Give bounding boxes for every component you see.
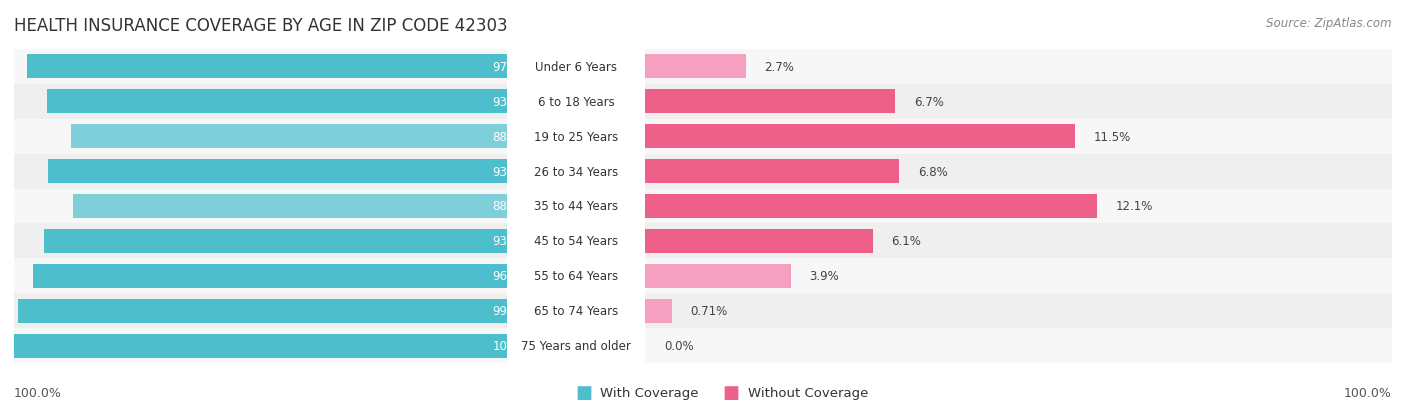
Bar xyxy=(27,55,508,79)
Text: 26 to 34 Years: 26 to 34 Years xyxy=(534,165,619,178)
Text: 3.9%: 3.9% xyxy=(810,270,839,283)
Bar xyxy=(14,50,508,84)
Bar xyxy=(14,84,508,119)
Bar xyxy=(14,189,508,224)
Text: HEALTH INSURANCE COVERAGE BY AGE IN ZIP CODE 42303: HEALTH INSURANCE COVERAGE BY AGE IN ZIP … xyxy=(14,17,508,34)
Text: 11.5%: 11.5% xyxy=(1094,130,1130,143)
Text: 55 to 64 Years: 55 to 64 Years xyxy=(534,270,619,283)
Bar xyxy=(645,160,898,183)
Bar xyxy=(14,329,508,363)
Bar xyxy=(48,90,508,114)
Text: 93.3%: 93.3% xyxy=(492,95,530,108)
Text: ■: ■ xyxy=(723,383,740,401)
Text: Under 6 Years: Under 6 Years xyxy=(536,61,617,74)
Bar xyxy=(44,230,508,253)
Text: 88.5%: 88.5% xyxy=(492,130,530,143)
Bar xyxy=(14,294,508,329)
Bar xyxy=(17,299,508,323)
Text: 100.0%: 100.0% xyxy=(492,339,537,352)
Bar xyxy=(645,125,1074,149)
Bar xyxy=(14,154,508,189)
Bar xyxy=(645,329,1406,363)
Bar xyxy=(645,50,1406,84)
Bar xyxy=(645,189,1406,224)
Bar xyxy=(48,160,508,183)
Bar xyxy=(645,55,747,79)
Bar xyxy=(645,90,896,114)
Text: 6.7%: 6.7% xyxy=(914,95,943,108)
Bar xyxy=(14,224,508,259)
Bar xyxy=(645,224,1406,259)
Text: 6.8%: 6.8% xyxy=(918,165,948,178)
Text: 12.1%: 12.1% xyxy=(1115,200,1153,213)
Bar xyxy=(14,334,508,358)
Text: Source: ZipAtlas.com: Source: ZipAtlas.com xyxy=(1267,17,1392,29)
Text: 19 to 25 Years: 19 to 25 Years xyxy=(534,130,619,143)
Text: ■: ■ xyxy=(575,383,592,401)
Text: 6.1%: 6.1% xyxy=(891,235,921,248)
Text: 75 Years and older: 75 Years and older xyxy=(522,339,631,352)
Text: 93.2%: 93.2% xyxy=(492,165,530,178)
Bar xyxy=(14,259,508,294)
Bar xyxy=(645,154,1406,189)
Bar xyxy=(73,195,508,218)
Bar xyxy=(34,264,508,288)
Text: 93.9%: 93.9% xyxy=(492,235,530,248)
Text: 6 to 18 Years: 6 to 18 Years xyxy=(538,95,614,108)
Text: Without Coverage: Without Coverage xyxy=(748,386,869,399)
Bar xyxy=(645,259,1406,294)
Text: 88.0%: 88.0% xyxy=(492,200,530,213)
Text: With Coverage: With Coverage xyxy=(600,386,699,399)
Bar xyxy=(14,119,508,154)
Text: 99.3%: 99.3% xyxy=(492,305,530,318)
Text: 0.71%: 0.71% xyxy=(690,305,727,318)
Bar xyxy=(645,195,1097,218)
Bar xyxy=(645,264,790,288)
Bar xyxy=(645,230,873,253)
Bar xyxy=(645,294,1406,329)
Bar xyxy=(645,119,1406,154)
Bar xyxy=(70,125,508,149)
Text: 35 to 44 Years: 35 to 44 Years xyxy=(534,200,619,213)
Text: 0.0%: 0.0% xyxy=(664,339,693,352)
Text: 97.3%: 97.3% xyxy=(492,61,530,74)
Text: 100.0%: 100.0% xyxy=(1344,386,1392,399)
Text: 2.7%: 2.7% xyxy=(765,61,794,74)
Text: 100.0%: 100.0% xyxy=(14,386,62,399)
Text: 65 to 74 Years: 65 to 74 Years xyxy=(534,305,619,318)
Bar xyxy=(645,299,672,323)
Bar xyxy=(645,84,1406,119)
Text: 96.1%: 96.1% xyxy=(492,270,530,283)
Text: 45 to 54 Years: 45 to 54 Years xyxy=(534,235,619,248)
